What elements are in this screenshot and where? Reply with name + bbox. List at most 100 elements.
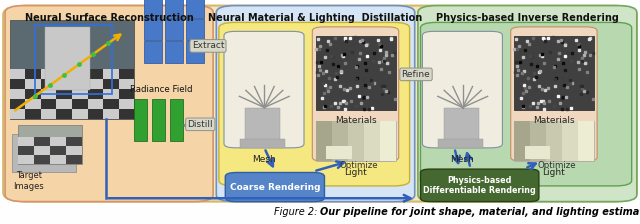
Bar (316, 36, 396, 110)
Bar (12, 134, 76, 172)
Bar (438, 139, 483, 148)
Bar (66, 155, 82, 164)
Text: Optimize: Optimize (339, 161, 378, 170)
Bar (514, 36, 594, 110)
Bar (364, 121, 380, 161)
Bar (444, 108, 479, 141)
Bar (119, 109, 134, 119)
Bar (72, 109, 88, 119)
Bar (186, 0, 204, 18)
FancyBboxPatch shape (5, 6, 213, 202)
Bar (25, 99, 41, 109)
Text: Radiance Field: Radiance Field (130, 85, 193, 94)
Bar (10, 20, 134, 119)
Bar (316, 121, 332, 161)
Bar (165, 41, 183, 63)
Bar (18, 137, 34, 146)
Bar (170, 99, 183, 141)
Bar (578, 121, 594, 161)
Bar (10, 99, 25, 109)
Bar (72, 79, 88, 89)
Text: Materials: Materials (335, 116, 376, 125)
Bar (50, 155, 66, 164)
Bar (530, 121, 546, 161)
FancyBboxPatch shape (3, 6, 637, 202)
Bar (41, 69, 56, 79)
Bar (88, 89, 103, 99)
Bar (56, 89, 72, 99)
Bar (10, 79, 25, 89)
Bar (18, 146, 34, 155)
Text: Physics-based
Differentiable Rendering: Physics-based Differentiable Rendering (423, 176, 536, 195)
Bar (45, 27, 90, 90)
Bar (50, 137, 66, 146)
Text: Optimize: Optimize (538, 161, 576, 170)
Bar (34, 137, 50, 146)
Text: Distill: Distill (188, 120, 213, 129)
FancyBboxPatch shape (216, 6, 415, 202)
Bar (119, 79, 134, 89)
Text: Mesh: Mesh (451, 155, 474, 164)
Bar (348, 121, 364, 161)
Bar (10, 109, 25, 119)
Bar (66, 146, 82, 155)
Bar (103, 69, 119, 79)
Bar (380, 121, 396, 161)
Bar (165, 19, 183, 40)
Bar (88, 109, 103, 119)
Bar (165, 0, 183, 18)
Bar (72, 99, 88, 109)
Bar (18, 125, 82, 164)
Bar (88, 79, 103, 89)
Bar (144, 41, 162, 63)
Bar (56, 79, 72, 89)
FancyArrowPatch shape (108, 195, 410, 202)
Bar (326, 146, 352, 159)
Bar (41, 109, 56, 119)
Bar (10, 89, 25, 99)
Bar (103, 79, 119, 89)
Bar (245, 108, 280, 141)
FancyBboxPatch shape (312, 27, 399, 161)
Bar (103, 99, 119, 109)
Bar (66, 137, 82, 146)
Bar (525, 146, 550, 159)
Bar (103, 109, 119, 119)
Bar (34, 146, 50, 155)
Bar (186, 41, 204, 63)
Bar (18, 155, 34, 164)
Bar (119, 99, 134, 109)
Bar (119, 69, 134, 79)
FancyBboxPatch shape (420, 22, 632, 186)
Bar (119, 89, 134, 99)
Bar (316, 121, 396, 161)
Bar (88, 69, 103, 79)
Text: Our pipeline for joint shape, material, and lighting estimation: Our pipeline for joint shape, material, … (320, 207, 640, 217)
Text: Neural Material & Lighting  Distillation: Neural Material & Lighting Distillation (209, 13, 422, 23)
Bar (514, 121, 594, 161)
Bar (25, 89, 41, 99)
Text: Light: Light (543, 168, 565, 177)
Text: Materials: Materials (533, 116, 575, 125)
FancyBboxPatch shape (224, 31, 304, 148)
Bar (25, 109, 41, 119)
Text: Physics-based Inverse Rendering: Physics-based Inverse Rendering (436, 13, 619, 23)
Bar (514, 121, 530, 161)
Bar (41, 79, 56, 89)
Text: Target
Images: Target Images (13, 171, 44, 191)
Bar (134, 99, 147, 141)
Bar (56, 69, 72, 79)
Bar (35, 25, 112, 94)
Bar (41, 89, 56, 99)
Bar (25, 79, 41, 89)
Bar (41, 99, 56, 109)
Text: Figure 2:: Figure 2: (273, 207, 320, 217)
Bar (72, 69, 88, 79)
Bar (72, 89, 88, 99)
Text: Coarse Rendering: Coarse Rendering (230, 183, 320, 192)
Text: Neural Surface Reconstruction: Neural Surface Reconstruction (25, 13, 193, 23)
Bar (546, 121, 562, 161)
Text: Refine: Refine (402, 70, 430, 79)
Bar (50, 146, 66, 155)
Bar (103, 89, 119, 99)
